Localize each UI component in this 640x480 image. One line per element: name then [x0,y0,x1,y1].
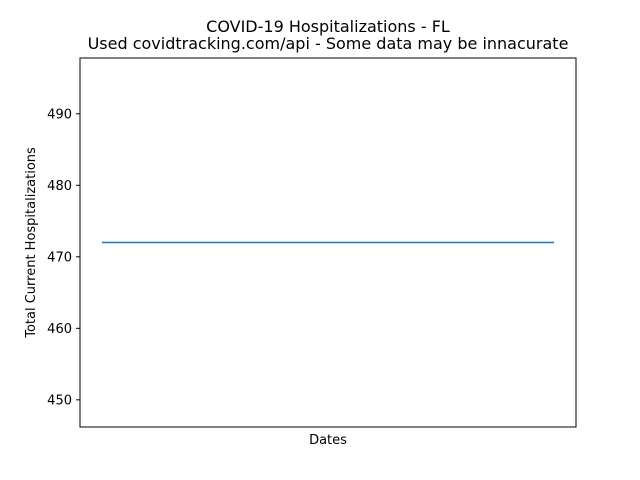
y-tick-label: 470 [47,250,72,265]
y-tick-label: 490 [47,107,72,122]
chart-title: COVID-19 Hospitalizations - FL [206,17,450,36]
y-tick-label: 450 [47,393,72,408]
x-axis-label: Dates [309,433,347,448]
chart-subtitle: Used covidtracking.com/api - Some data m… [88,34,569,53]
y-axis-label: Total Current Hospitalizations [24,147,39,339]
plot-area-frame [79,57,577,428]
y-tick-label: 460 [47,322,72,337]
y-axis-ticks: 450 460 470 480 490 [47,107,80,408]
y-tick-label: 480 [47,179,72,194]
